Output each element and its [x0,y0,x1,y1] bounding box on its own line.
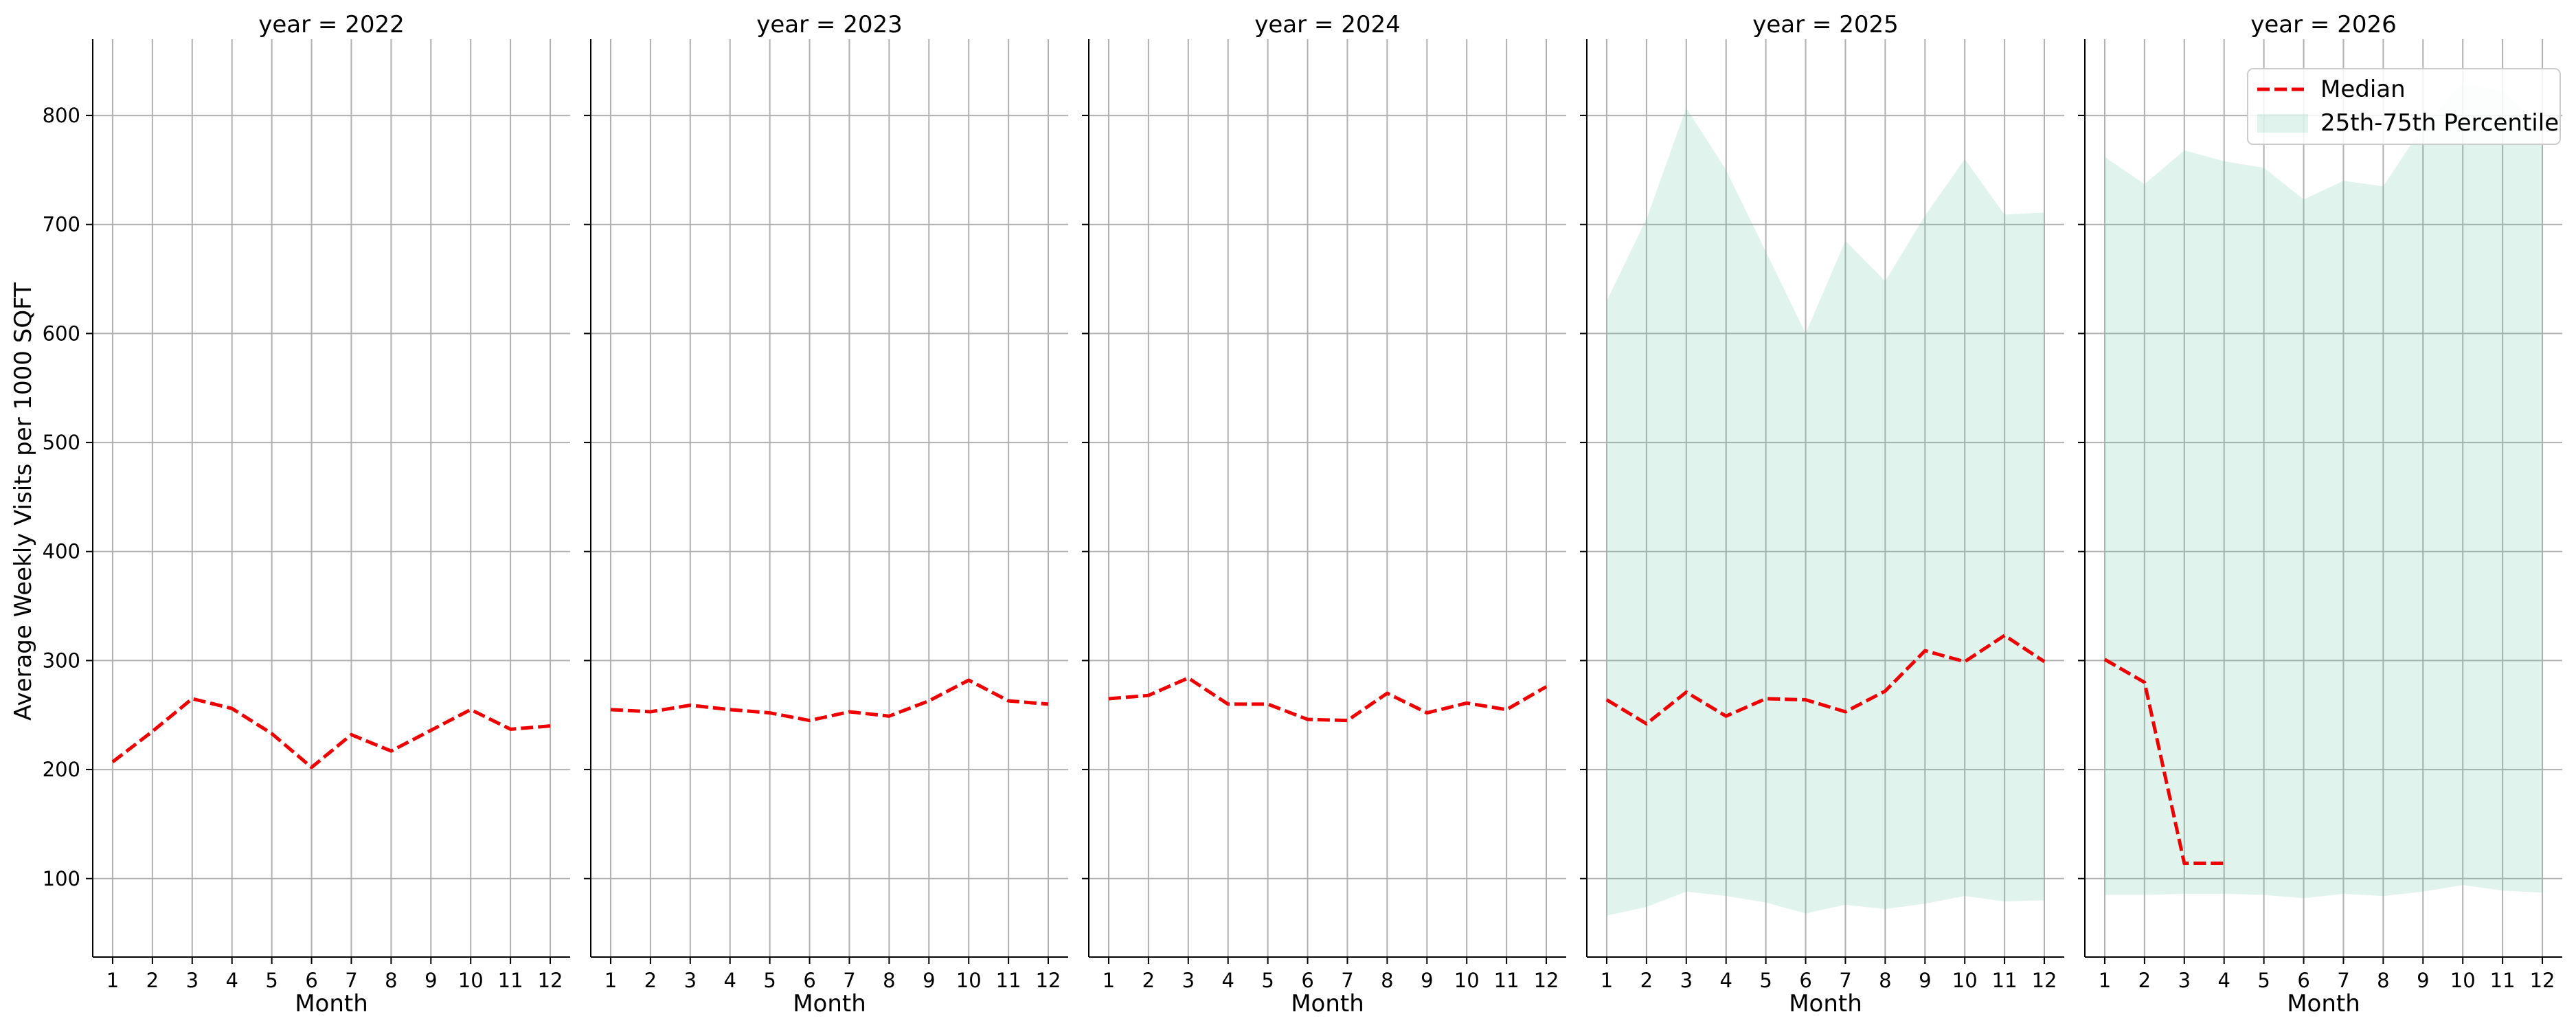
x-tick-label: 1 [106,969,119,992]
x-tick-label: 4 [1719,969,1732,992]
x-tick-label: 7 [1341,969,1353,992]
x-tick-label: 3 [186,969,199,992]
x-tick-label: 7 [1839,969,1851,992]
legend-frame [2247,68,2561,145]
x-tick-label: 6 [1799,969,1811,992]
y-axis-label: Average Weekly Visits per 1000 SQFT [10,282,37,721]
x-tick-label: 2 [644,969,657,992]
x-axis-label: Month [1789,990,1862,1018]
median-line [111,697,551,769]
x-tick-label: 11 [1494,969,1519,992]
x-tick-label: 8 [385,969,397,992]
panel-title: year = 2023 [756,11,902,38]
y-tick-label: 500 [43,431,80,454]
x-tick-label: 12 [538,969,563,992]
x-tick-label: 11 [498,969,523,992]
x-tick-label: 6 [305,969,317,992]
legend: Median 25th-75th Percentile [2247,68,2561,145]
x-tick-label: 9 [425,969,437,992]
x-tick-label: 2 [146,969,159,992]
x-tick-label: 1 [1601,969,1613,992]
legend-median-label: Median [2320,76,2406,103]
x-tick-label: 8 [2377,969,2389,992]
percentile-band [2104,82,2543,899]
panel-title: year = 2022 [258,11,404,38]
panel-title: year = 2024 [1254,11,1400,38]
x-axis-label: Month [1291,990,1364,1018]
x-tick-label: 11 [1992,969,2018,992]
x-axis-label: Month [2287,990,2360,1018]
y-tick-label: 400 [43,540,80,563]
x-tick-label: 7 [345,969,357,992]
x-tick-label: 3 [1680,969,1693,992]
x-tick-label: 11 [2490,969,2516,992]
x-tick-label: 10 [1952,969,1978,992]
x-tick-label: 1 [1103,969,1115,992]
median-line [1605,633,2046,726]
legend-band-swatch [2257,114,2308,133]
x-tick-label: 2 [2138,969,2151,992]
x-tick-label: 10 [458,969,484,992]
x-tick-label: 6 [803,969,815,992]
x-tick-label: 5 [1261,969,1274,992]
x-tick-label: 1 [2099,969,2111,992]
y-tick-label: 100 [43,867,80,890]
x-tick-label: 5 [763,969,776,992]
x-axis-label: Month [295,990,368,1018]
x-tick-label: 10 [1454,969,1480,992]
x-tick-label: 8 [883,969,895,992]
x-tick-label: 12 [1534,969,1559,992]
panel-title: year = 2025 [1752,11,1898,38]
y-tick-label: 300 [43,649,80,672]
x-tick-label: 12 [2032,969,2057,992]
x-tick-label: 9 [1919,969,1931,992]
x-tick-label: 1 [605,969,617,992]
x-tick-label: 9 [1421,969,1433,992]
x-tick-label: 9 [923,969,935,992]
x-tick-label: 10 [2450,969,2476,992]
x-tick-label: 5 [2257,969,2270,992]
x-tick-label: 3 [684,969,697,992]
x-tick-label: 9 [2417,969,2429,992]
y-tick-label: 700 [43,213,80,236]
percentile-band [1606,107,2045,916]
x-tick-label: 7 [843,969,855,992]
x-tick-label: 3 [1182,969,1195,992]
x-tick-label: 11 [996,969,1021,992]
x-axis-label: Month [793,990,866,1018]
x-tick-label: 4 [723,969,736,992]
x-tick-label: 2 [1142,969,1155,992]
x-tick-label: 6 [2297,969,2309,992]
median-line [2103,658,2224,866]
x-tick-label: 8 [1381,969,1393,992]
x-tick-label: 12 [1036,969,1061,992]
x-tick-label: 4 [225,969,238,992]
y-tick-label: 600 [43,322,80,345]
x-tick-label: 2 [1640,969,1653,992]
x-tick-label: 3 [2178,969,2191,992]
x-tick-label: 5 [265,969,278,992]
x-tick-label: 4 [2217,969,2230,992]
x-tick-label: 12 [2530,969,2555,992]
y-tick-label: 800 [43,104,80,127]
x-tick-label: 7 [2337,969,2349,992]
median-line [610,678,1049,723]
x-tick-label: 6 [1301,969,1313,992]
x-tick-label: 8 [1879,969,1891,992]
x-tick-label: 10 [956,969,982,992]
panel-title: year = 2026 [2250,11,2396,38]
legend-band-label: 25th-75th Percentile [2320,109,2559,137]
median-line [1108,676,1548,723]
y-tick-label: 200 [43,758,80,781]
x-tick-label: 4 [1221,969,1234,992]
x-tick-label: 5 [1759,969,1772,992]
